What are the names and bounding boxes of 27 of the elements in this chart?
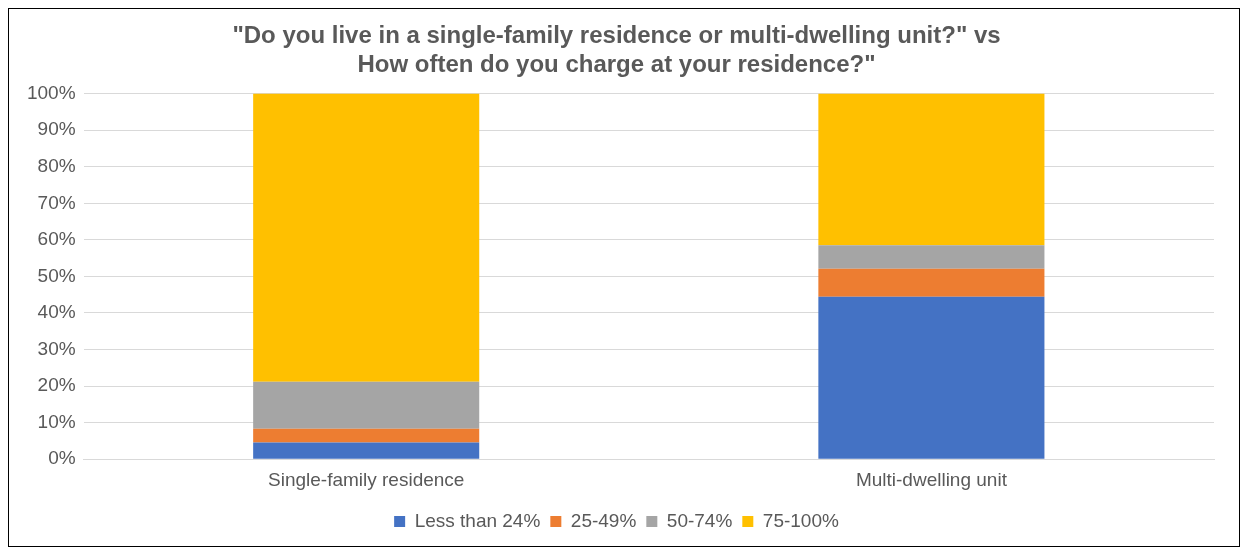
y-tick-label: 50% — [37, 264, 76, 286]
bar — [818, 245, 1045, 269]
legend-label: 25-49% — [570, 509, 637, 531]
bar — [818, 268, 1045, 297]
y-tick-label: 0% — [48, 447, 76, 469]
bar — [253, 442, 480, 459]
bar — [253, 93, 480, 382]
x-tick-label: Multi-dwelling unit — [855, 468, 1008, 490]
text: "Do you live in a single-family residence or multi-dwelling unit?" vs — [232, 21, 1001, 49]
legend-label: 75-100% — [762, 509, 839, 531]
bar — [253, 428, 480, 443]
bar — [253, 381, 480, 429]
y-tick-label: 30% — [37, 337, 76, 359]
y-tick-label: 90% — [37, 118, 76, 140]
y-tick-label: 80% — [37, 154, 76, 176]
y-tick-label: 60% — [37, 228, 76, 250]
legend-label: Less than 24% — [414, 509, 541, 531]
y-tick-label: 20% — [37, 374, 76, 396]
y-tick-label: 40% — [37, 301, 76, 323]
x-tick-label: Single-family residence — [267, 468, 465, 490]
bar — [818, 93, 1045, 246]
bar — [818, 296, 1045, 459]
y-tick-label: 10% — [37, 410, 76, 432]
y-tick-label: 100% — [26, 81, 76, 103]
legend-label: 50-74% — [666, 509, 733, 531]
text: How often do you charge at your residence?" — [357, 49, 876, 77]
y-tick-label: 70% — [37, 191, 76, 213]
